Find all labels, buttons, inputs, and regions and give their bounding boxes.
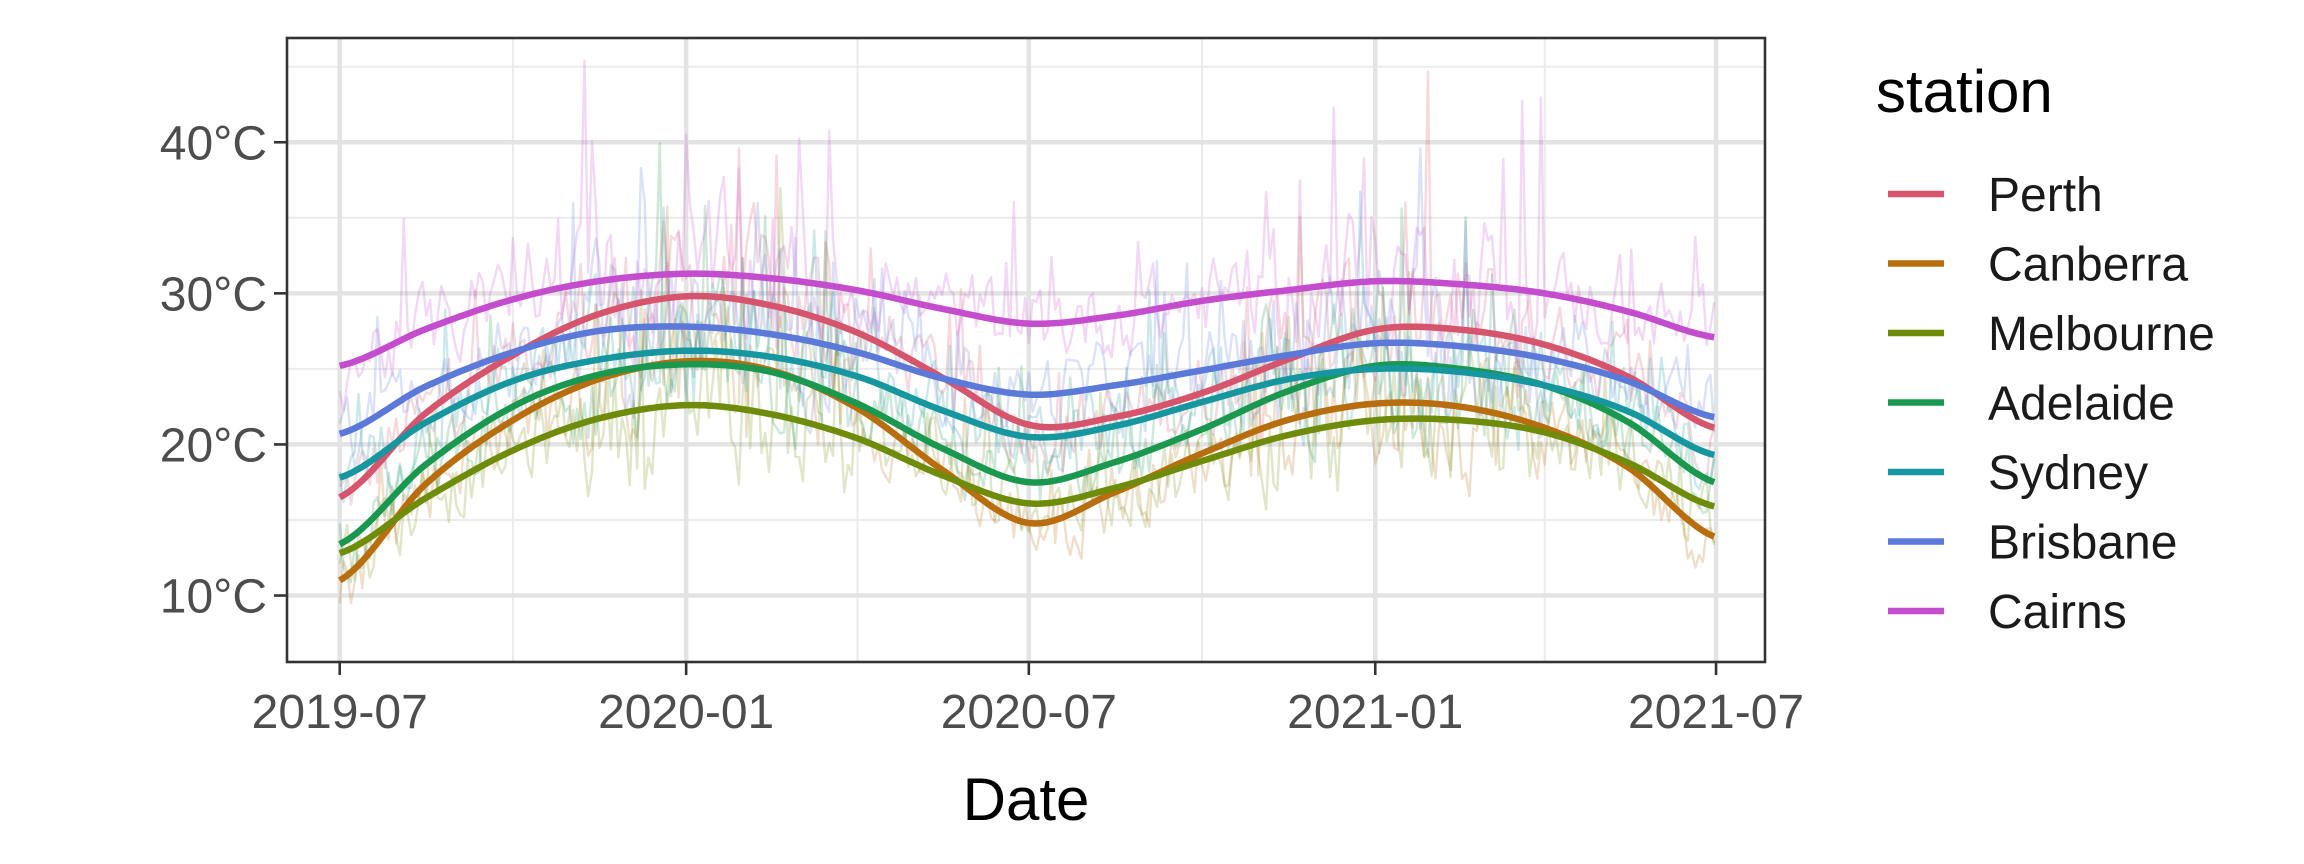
series-line-cairns [338, 270, 1715, 370]
legend-items: Perth Canberra Melbourne Adelaide Sydney Bris… [1888, 169, 2215, 639]
y-tick-label: 40°C [160, 117, 267, 170]
legend-item-melbourne: Melbourne [1888, 308, 2215, 361]
y-axis: 10°C 20°C 30°C 40°C [160, 117, 287, 624]
series-line-canberra [337, 357, 1716, 584]
y-tick-label: 30°C [160, 268, 267, 321]
x-axis-title: Date [963, 766, 1090, 833]
y-tick-label: 10°C [160, 571, 267, 624]
series-line-perth [338, 292, 1716, 501]
legend-item-adelaide: Adelaide [1888, 378, 2175, 431]
legend: station Perth Canberra Melbourne Adelaide Sy… [1876, 58, 2215, 639]
x-tick-label: 2019-07 [252, 686, 428, 739]
legend-label: Melbourne [1988, 308, 2215, 361]
legend-label: Sydney [1988, 447, 2148, 500]
daily-trace-canberra [338, 205, 1716, 605]
daily-trace-perth [338, 70, 1716, 506]
legend-title: station [1876, 58, 2053, 125]
legend-label: Cairns [1988, 586, 2127, 639]
daily-trace-brisbane [338, 147, 1716, 469]
x-tick-label: 2020-07 [941, 686, 1117, 739]
x-tick-label: 2021-07 [1628, 686, 1804, 739]
legend-label: Canberra [1988, 239, 2188, 292]
legend-label: Brisbane [1988, 517, 2177, 570]
x-axis: 2019-07 2020-01 2020-07 2021-01 2021-07 [252, 662, 1804, 739]
series-line-sydney [338, 347, 1716, 481]
legend-item-sydney: Sydney [1888, 447, 2148, 500]
smoothed-series [337, 270, 1716, 584]
legend-label: Perth [1988, 169, 2103, 222]
daily-trace-melbourne [338, 186, 1716, 581]
x-tick-label: 2020-01 [598, 686, 774, 739]
legend-item-perth: Perth [1888, 169, 2103, 222]
legend-item-brisbane: Brisbane [1888, 517, 2177, 570]
plot-panel [287, 38, 1765, 662]
plot-border [285, 36, 1767, 664]
legend-item-cairns: Cairns [1888, 586, 2127, 639]
y-tick-label: 20°C [160, 419, 267, 472]
series-line-brisbane [338, 323, 1715, 437]
x-tick-label: 2021-01 [1287, 686, 1463, 739]
series-line-melbourne [338, 401, 1716, 557]
legend-label: Adelaide [1988, 378, 2175, 431]
legend-item-canberra: Canberra [1888, 239, 2188, 292]
